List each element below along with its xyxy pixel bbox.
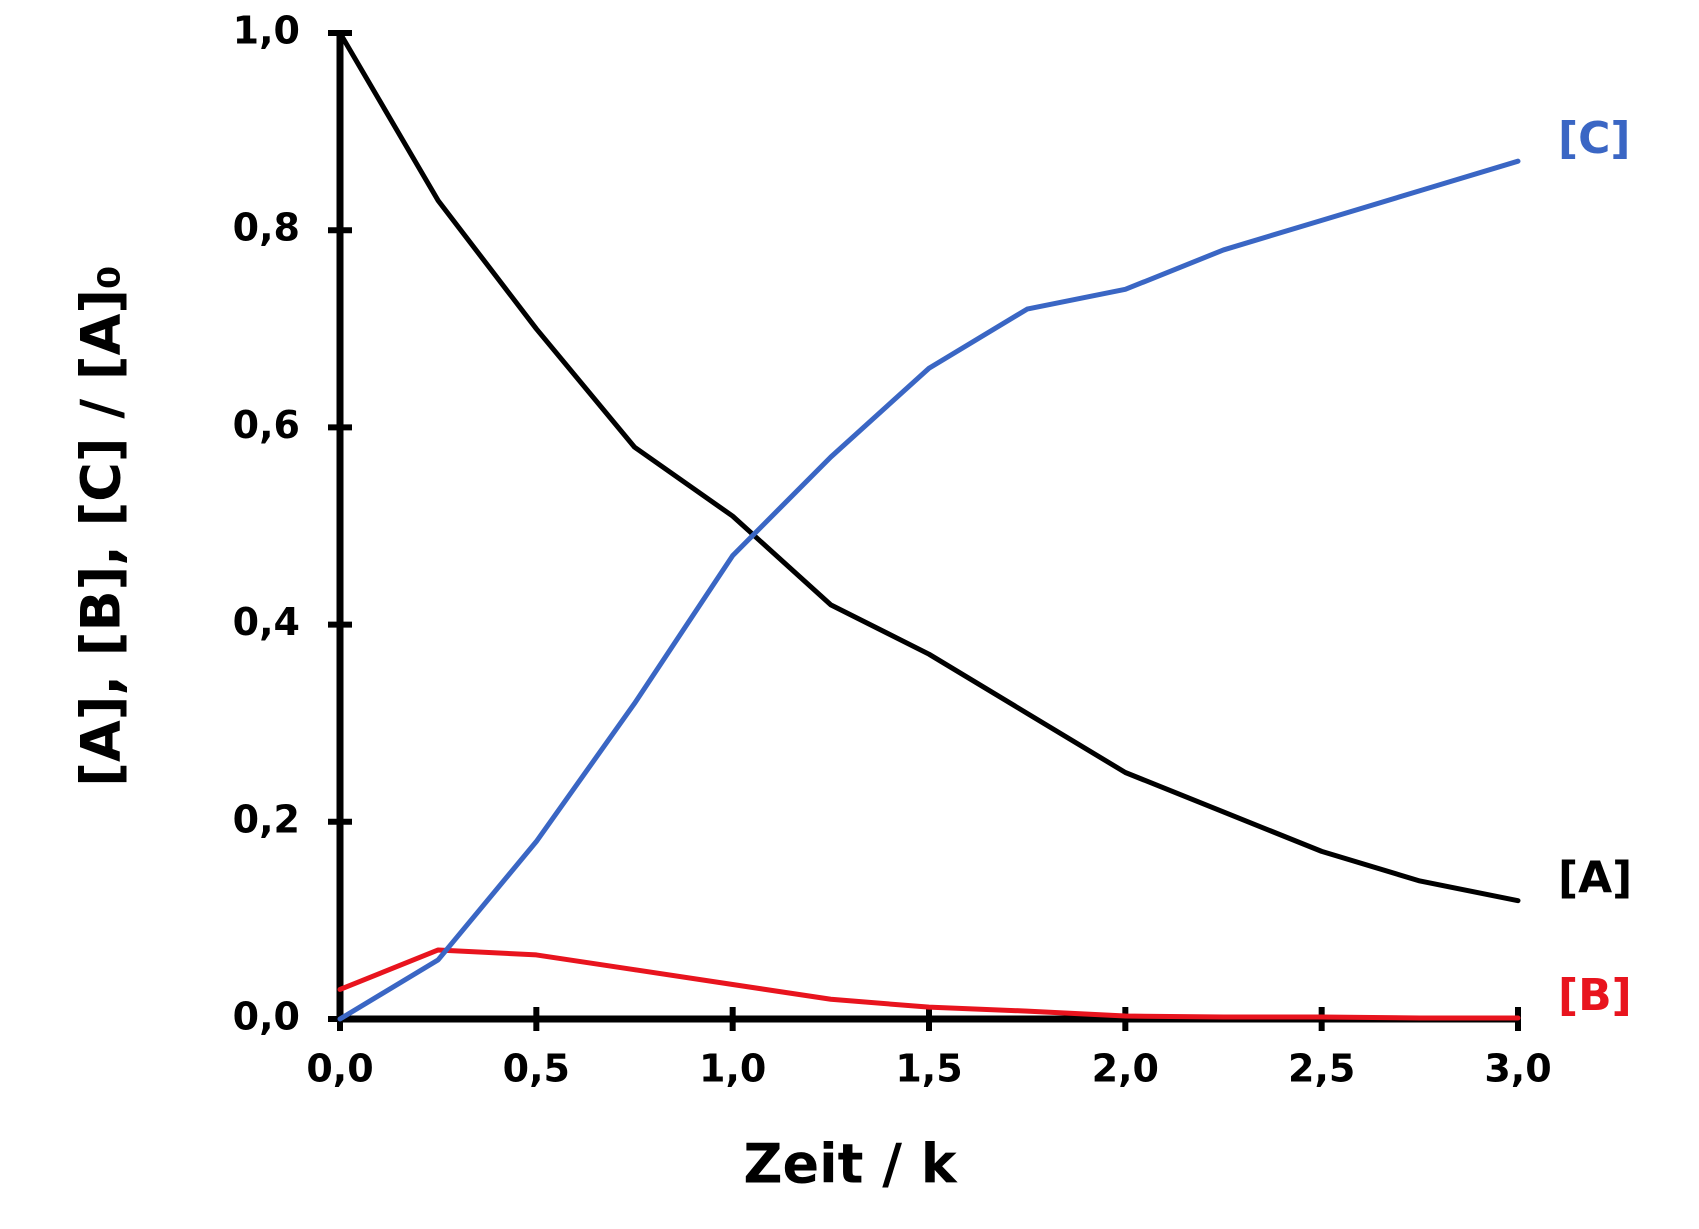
x-tick-label: 0,0: [306, 1047, 373, 1091]
y-tick-label: 0,4: [233, 600, 300, 644]
y-tick-label: 0,8: [233, 206, 300, 250]
x-tick-label: 0,5: [503, 1047, 570, 1091]
y-axis-title: [A], [B], [C] / [A]₀: [70, 265, 133, 786]
x-tick-label: 3,0: [1484, 1047, 1551, 1091]
x-tick-label: 2,5: [1288, 1047, 1355, 1091]
line: [337, 158, 1521, 1022]
series-label: [C]: [1558, 113, 1631, 164]
x-tick-label: 2,0: [1092, 1047, 1159, 1091]
y-tick-label: 0,0: [233, 995, 300, 1039]
y-tick-label: 1,0: [233, 9, 300, 53]
x-axis-title: Zeit / k: [743, 1133, 957, 1196]
series-label: [A]: [1558, 853, 1632, 904]
series-label: [B]: [1558, 970, 1632, 1021]
y-tick-label: 0,6: [233, 403, 300, 447]
line: [337, 30, 1521, 904]
x-tick-label: 1,5: [895, 1047, 962, 1091]
line: [337, 947, 1521, 1021]
x-tick-label: 1,0: [699, 1047, 766, 1091]
y-tick-label: 0,2: [233, 797, 300, 841]
